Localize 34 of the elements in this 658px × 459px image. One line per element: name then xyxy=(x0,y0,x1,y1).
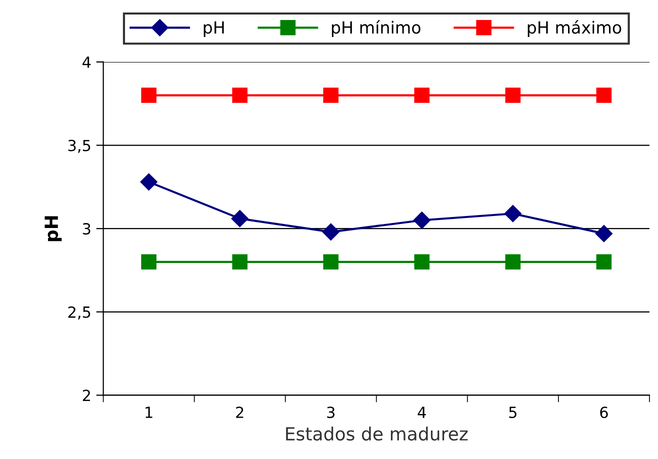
point xyxy=(596,88,612,103)
point xyxy=(323,254,339,270)
point xyxy=(140,173,158,190)
y-tick-label: 4 xyxy=(82,56,91,68)
x-tick-label: 2 xyxy=(236,406,244,418)
x-tick-label: 5 xyxy=(509,406,516,418)
x-tick-label: 4 xyxy=(418,406,426,418)
y-tick-label: 2 xyxy=(82,390,90,402)
point xyxy=(232,254,248,270)
point xyxy=(141,254,156,270)
point xyxy=(232,88,248,103)
point xyxy=(414,254,430,270)
y-axis-title: pH xyxy=(44,216,62,242)
x-tick-label: 1 xyxy=(146,406,152,418)
x-tick-label: 6 xyxy=(600,406,608,418)
point xyxy=(595,225,612,242)
point xyxy=(322,223,340,240)
y-tick-label: 3 xyxy=(82,223,90,235)
legend-label: pH xyxy=(204,21,224,37)
x-tick-label: 3 xyxy=(327,406,334,418)
point xyxy=(141,88,156,103)
legend-label: pH mínimo xyxy=(332,20,420,37)
y-tick-label: 3,5 xyxy=(68,140,90,153)
point xyxy=(231,210,248,228)
point xyxy=(505,254,521,270)
point xyxy=(413,212,430,229)
y-tick-label: 2,5 xyxy=(68,306,90,320)
point xyxy=(504,205,522,222)
point xyxy=(414,88,430,103)
point xyxy=(323,88,339,103)
legend-label: pH máximo xyxy=(528,20,622,37)
point xyxy=(596,254,612,270)
point xyxy=(505,88,521,103)
x-axis-title: Estados de madurez xyxy=(286,426,468,441)
